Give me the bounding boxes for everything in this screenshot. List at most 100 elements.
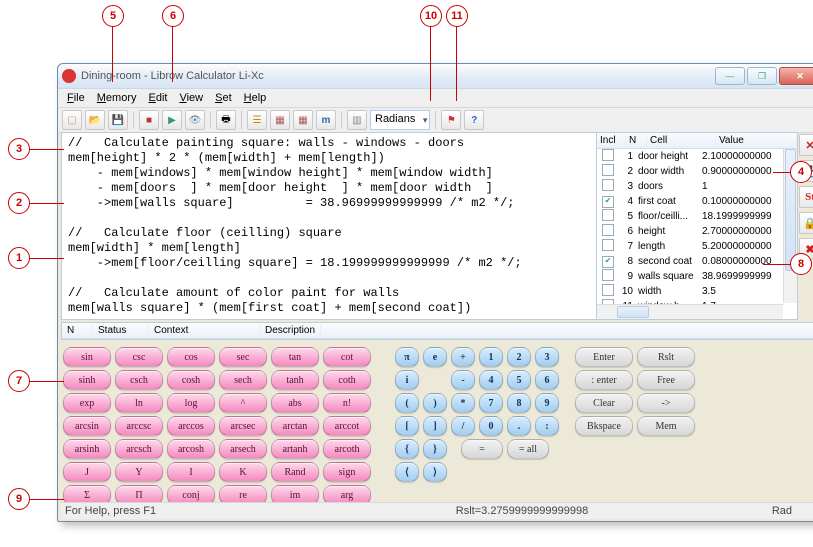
- incl-checkbox[interactable]: [602, 224, 614, 236]
- key-tan[interactable]: tan: [271, 347, 319, 367]
- memory-row[interactable]: 5floor/ceilli...18.1999999999: [597, 209, 797, 224]
- key-Clear[interactable]: Clear: [575, 393, 633, 413]
- memory-row[interactable]: 10width3.5: [597, 284, 797, 299]
- key-{[interactable]: {: [395, 439, 419, 459]
- key-:[interactable]: :: [535, 416, 559, 436]
- key-+[interactable]: +: [451, 347, 475, 367]
- key-exp[interactable]: exp: [63, 393, 111, 413]
- tb-grid1-icon[interactable]: ▦: [270, 110, 290, 130]
- key-Bkspace[interactable]: Bkspace: [575, 416, 633, 436]
- key-Y[interactable]: Y: [115, 462, 163, 482]
- key-n![interactable]: n!: [323, 393, 371, 413]
- msg-hdr-status[interactable]: Status: [93, 325, 149, 336]
- key-4[interactable]: 4: [479, 370, 503, 390]
- memory-row[interactable]: 6height2.70000000000: [597, 224, 797, 239]
- key-cos[interactable]: cos: [167, 347, 215, 367]
- msg-hdr-context[interactable]: Context: [149, 325, 260, 336]
- key-⟨[interactable]: ⟨: [395, 462, 419, 482]
- key-Mem[interactable]: Mem: [637, 416, 695, 436]
- key-[[interactable]: [: [395, 416, 419, 436]
- key-)[interactable]: ): [423, 393, 447, 413]
- key-7[interactable]: 7: [479, 393, 503, 413]
- key-=-all[interactable]: = all: [507, 439, 549, 459]
- key-artanh[interactable]: artanh: [271, 439, 319, 459]
- key-csc[interactable]: csc: [115, 347, 163, 367]
- incl-checkbox[interactable]: [602, 256, 614, 268]
- key-cot[interactable]: cot: [323, 347, 371, 367]
- key-arsinh[interactable]: arsinh: [63, 439, 111, 459]
- incl-checkbox[interactable]: [602, 209, 614, 221]
- key-log[interactable]: log: [167, 393, 215, 413]
- tb-save-icon[interactable]: 💾: [108, 110, 128, 130]
- key-coth[interactable]: coth: [323, 370, 371, 390]
- key-Rslt[interactable]: Rslt: [637, 347, 695, 367]
- menu-set[interactable]: Set: [209, 91, 238, 105]
- key-arccsc[interactable]: arccsc: [115, 416, 163, 436]
- key-tanh[interactable]: tanh: [271, 370, 319, 390]
- key-Enter[interactable]: Enter: [575, 347, 633, 367]
- key-π[interactable]: π: [395, 347, 419, 367]
- incl-checkbox[interactable]: [602, 196, 614, 208]
- msg-hdr-n[interactable]: N: [62, 325, 93, 336]
- menu-view[interactable]: View: [173, 91, 209, 105]
- key-arcsch[interactable]: arcsch: [115, 439, 163, 459]
- side-delete-button[interactable]: ✕: [799, 134, 813, 156]
- key-arctan[interactable]: arctan: [271, 416, 319, 436]
- tb-view-icon[interactable]: 👁: [185, 110, 205, 130]
- key-5[interactable]: 5: [507, 370, 531, 390]
- key-9[interactable]: 9: [535, 393, 559, 413]
- memory-row[interactable]: 4first coat0.10000000000: [597, 194, 797, 209]
- key-arcsec[interactable]: arcsec: [219, 416, 267, 436]
- key-([interactable]: (: [395, 393, 419, 413]
- key-->[interactable]: ->: [637, 393, 695, 413]
- key-arccos[interactable]: arccos: [167, 416, 215, 436]
- key-arcsin[interactable]: arcsin: [63, 416, 111, 436]
- tb-flag-icon[interactable]: ⚑: [441, 110, 461, 130]
- memory-row[interactable]: 1door height2.10000000000: [597, 149, 797, 164]
- hdr-incl[interactable]: Incl: [597, 135, 626, 146]
- menu-edit[interactable]: Edit: [142, 91, 173, 105]
- key-arsech[interactable]: arsech: [219, 439, 267, 459]
- key-8[interactable]: 8: [507, 393, 531, 413]
- memory-row[interactable]: 9walls square38.9699999999: [597, 269, 797, 284]
- minimize-button[interactable]: —: [715, 67, 745, 85]
- key-sign[interactable]: sign: [323, 462, 371, 482]
- incl-checkbox[interactable]: [602, 164, 614, 176]
- side-lock-button[interactable]: 🔒: [799, 212, 813, 234]
- key-*[interactable]: *: [451, 393, 475, 413]
- key-1[interactable]: 1: [479, 347, 503, 367]
- tb-m-icon[interactable]: m: [316, 110, 336, 130]
- key-sin[interactable]: sin: [63, 347, 111, 367]
- memory-row[interactable]: 2door width0.90000000000: [597, 164, 797, 179]
- key-arcosh[interactable]: arcosh: [167, 439, 215, 459]
- incl-checkbox[interactable]: [602, 239, 614, 251]
- tb-mode-select[interactable]: Radians: [370, 110, 430, 130]
- msg-hdr-desc[interactable]: Description: [260, 325, 321, 336]
- incl-checkbox[interactable]: [602, 269, 614, 281]
- incl-checkbox[interactable]: [602, 149, 614, 161]
- menu-help[interactable]: Help: [238, 91, 273, 105]
- key--[interactable]: -: [451, 370, 475, 390]
- key-sech[interactable]: sech: [219, 370, 267, 390]
- tb-run-icon[interactable]: ▶: [162, 110, 182, 130]
- key-e[interactable]: e: [423, 347, 447, 367]
- hdr-cell[interactable]: Cell: [647, 135, 716, 146]
- key-2[interactable]: 2: [507, 347, 531, 367]
- key-6[interactable]: 6: [535, 370, 559, 390]
- key-^[interactable]: ^: [219, 393, 267, 413]
- tb-help-icon[interactable]: ?: [464, 110, 484, 130]
- key-I[interactable]: I: [167, 462, 215, 482]
- key-abs[interactable]: abs: [271, 393, 319, 413]
- key-/[interactable]: /: [451, 416, 475, 436]
- tb-open-icon[interactable]: 📂: [85, 110, 105, 130]
- tb-db-icon[interactable]: ☰: [247, 110, 267, 130]
- side-st-button[interactable]: St: [799, 186, 813, 208]
- tb-new-icon[interactable]: ▢: [62, 110, 82, 130]
- key-.[interactable]: .: [507, 416, 531, 436]
- tb-print-icon[interactable]: 🖶: [216, 110, 236, 130]
- key-0[interactable]: 0: [479, 416, 503, 436]
- key-i[interactable]: i: [395, 370, 419, 390]
- key-K[interactable]: K: [219, 462, 267, 482]
- hdr-value[interactable]: Value: [716, 135, 797, 146]
- code-editor[interactable]: // Calculate painting square: walls - wi…: [61, 132, 597, 320]
